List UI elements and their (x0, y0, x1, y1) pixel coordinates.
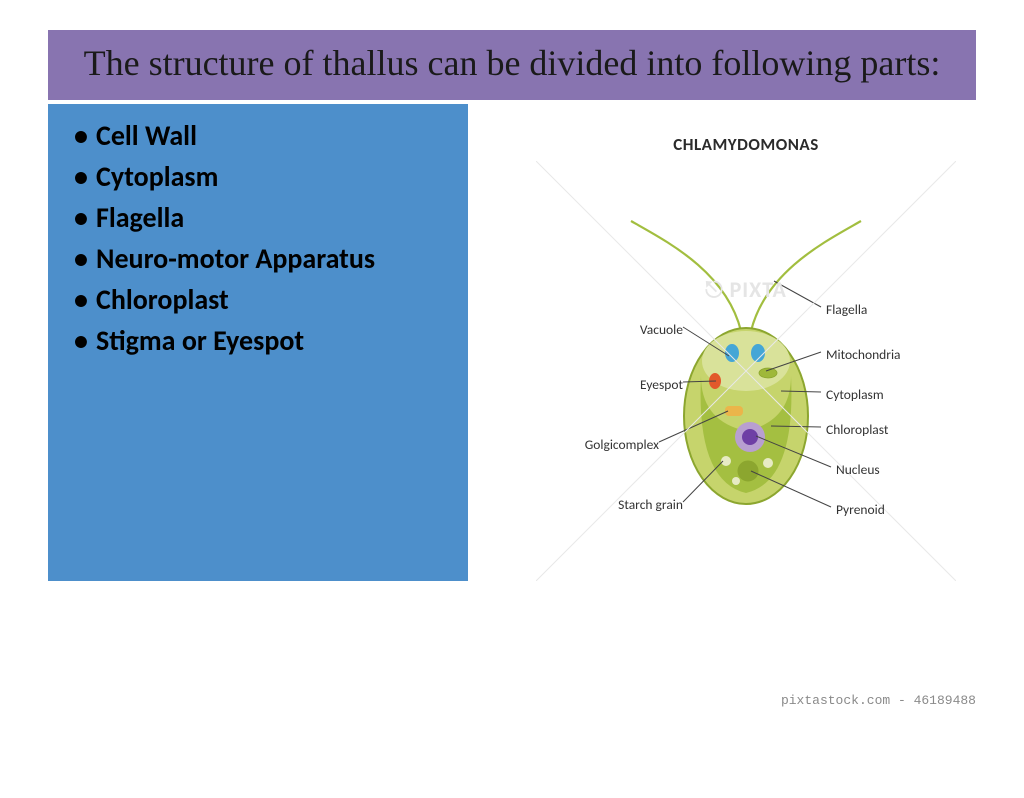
slide-content: Cell Wall Cytoplasm Flagella Neuro-motor… (0, 104, 1024, 581)
diagram-title: CHLAMYDOMONAS (508, 134, 984, 155)
parts-list-box: Cell Wall Cytoplasm Flagella Neuro-motor… (48, 104, 468, 581)
diagram-label: Nucleus (836, 461, 880, 478)
diagram-label: Cytoplasm (826, 386, 884, 403)
diagram-label: Golgicomplex (585, 436, 659, 453)
diagram-label: Vacuole (640, 321, 683, 338)
parts-list: Cell Wall Cytoplasm Flagella Neuro-motor… (70, 118, 446, 358)
list-item: Flagella (70, 200, 446, 235)
list-item: Stigma or Eyespot (70, 323, 446, 358)
cell-svg (536, 161, 956, 581)
list-item: Chloroplast (70, 282, 446, 317)
diagram-label: Chloroplast (826, 421, 888, 438)
slide-title: The structure of thallus can be divided … (84, 43, 941, 83)
diagram-panel: CHLAMYDOMONAS ⎋ PIXTA VacuoleEyespotGolg… (468, 104, 1024, 581)
diagram-label: Mitochondria (826, 346, 901, 363)
diagram-label: Starch grain (618, 496, 683, 513)
image-attribution: pixtastock.com - 46189488 (781, 693, 976, 708)
list-item: Neuro-motor Apparatus (70, 241, 446, 276)
diagram-label: Eyespot (640, 376, 683, 393)
diagram-label: Pyrenoid (836, 501, 885, 518)
diagram-label: Flagella (826, 301, 867, 318)
slide-header: The structure of thallus can be divided … (48, 30, 976, 100)
chlamydomonas-diagram: ⎋ PIXTA VacuoleEyespotGolgicomplexStarch… (536, 161, 956, 581)
list-item: Cell Wall (70, 118, 446, 153)
list-item: Cytoplasm (70, 159, 446, 194)
